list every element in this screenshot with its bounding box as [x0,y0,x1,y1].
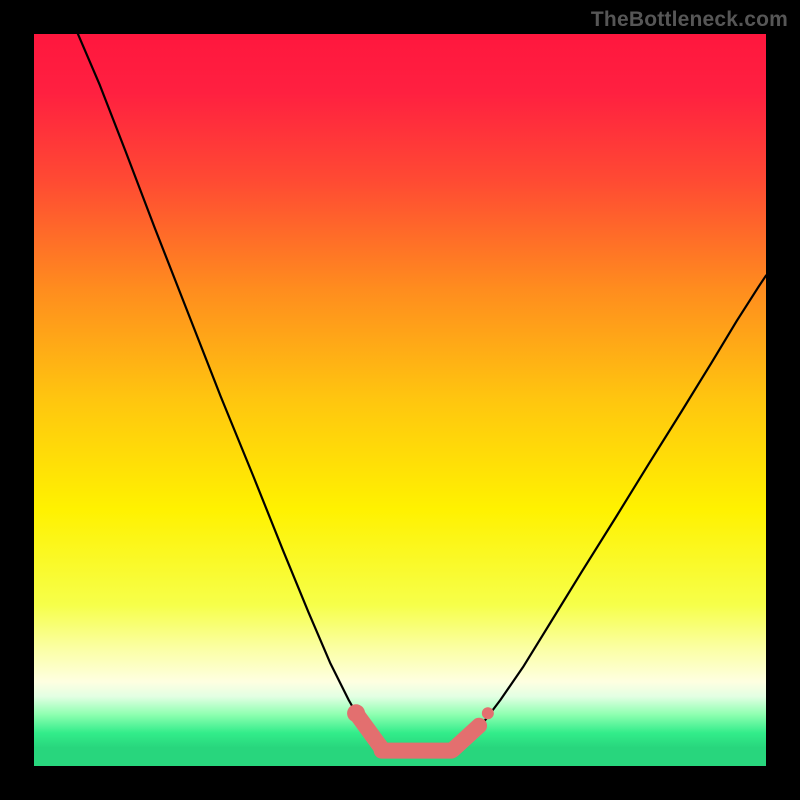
chart-svg [34,34,766,766]
overlay-dot-1 [482,707,494,719]
watermark-text: TheBottleneck.com [591,8,788,32]
gradient-background [34,34,766,766]
overlay-dot-0 [347,704,365,722]
chart-frame: TheBottleneck.com [0,0,800,800]
plot-area [34,34,766,766]
